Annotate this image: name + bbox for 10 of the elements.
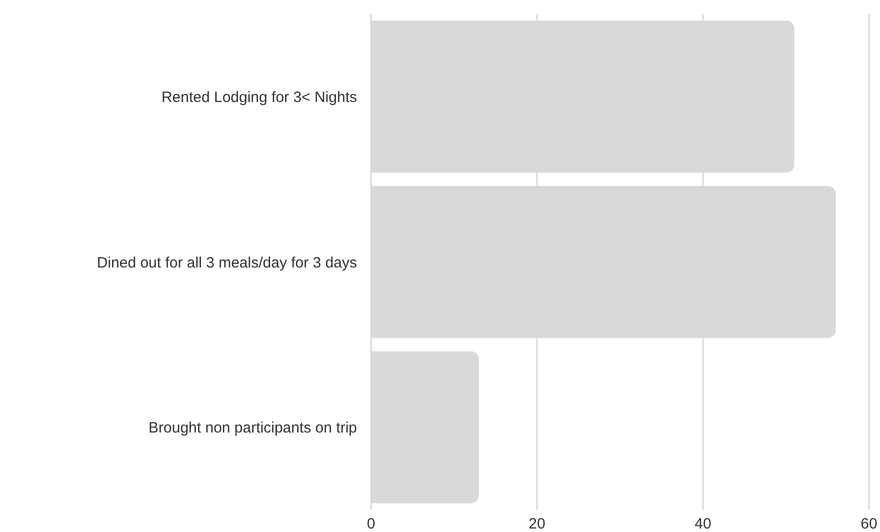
y-tick-label: Rented Lodging for 3< Nights: [161, 88, 357, 106]
x-tick-label: 20: [528, 516, 546, 532]
y-tick-label: Dined out for all 3 meals/day for 3 days: [96, 254, 357, 272]
x-tick-label: 40: [694, 516, 712, 532]
y-tick-label: Brought non participants on trip: [148, 420, 357, 437]
bar: [371, 186, 836, 338]
x-tick-label: 0: [366, 516, 376, 532]
x-tick-label: 60: [860, 516, 878, 532]
bar: [371, 20, 794, 173]
bar: [371, 351, 479, 504]
